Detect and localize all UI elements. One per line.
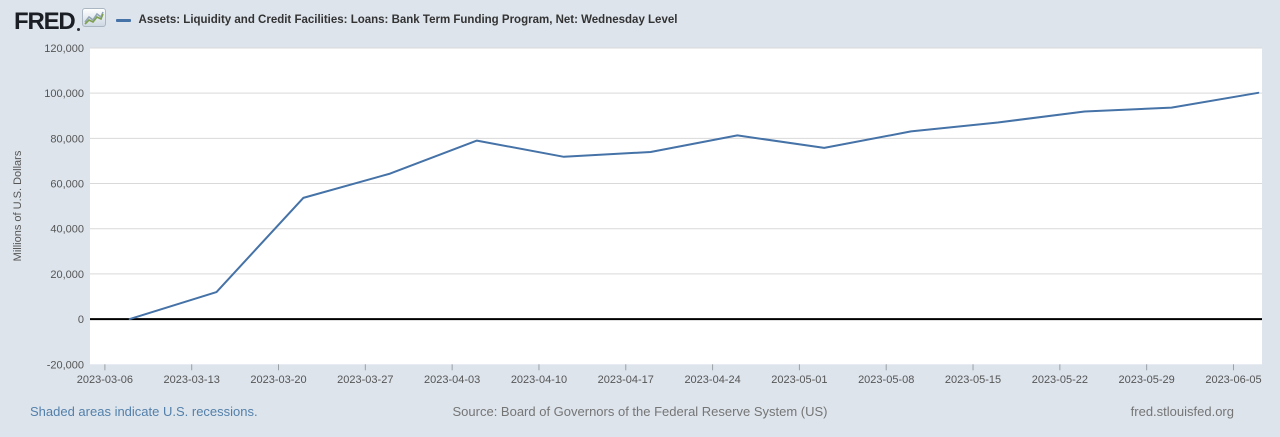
y-tick-label: 100,000 (44, 88, 84, 100)
fred-logo[interactable]: FRED (14, 7, 106, 35)
x-tick-label: 2023-05-29 (1119, 374, 1175, 386)
x-tick-label: 2023-05-15 (945, 374, 1001, 386)
x-tick-label: 2023-03-06 (77, 374, 133, 386)
x-tick-label: 2023-03-13 (164, 374, 220, 386)
x-tick-label: 2023-06-05 (1205, 374, 1261, 386)
plot-area[interactable] (90, 48, 1262, 365)
x-tick-label: 2023-05-22 (1032, 374, 1088, 386)
series-title: Assets: Liquidity and Credit Facilities:… (138, 14, 678, 26)
fred-wordmark-text: FRED (14, 7, 76, 35)
y-tick-label: 0 (78, 314, 84, 326)
registered-trademark-dot (76, 27, 80, 31)
y-axis-title: Millions of U.S. Dollars (12, 150, 24, 262)
recessions-note-link[interactable]: Shaded areas indicate U.S. recessions. (30, 404, 258, 419)
x-tick-label: 2023-05-01 (771, 374, 827, 386)
source-attribution: Source: Board of Governors of the Federa… (452, 404, 828, 419)
x-tick-label: 2023-04-17 (598, 374, 654, 386)
chart-header: FRED Assets: Liquidity and Credit Fa (0, 0, 1280, 40)
x-tick-label: 2023-04-10 (511, 374, 567, 386)
series-legend-line-icon (115, 18, 131, 22)
sparkline-chart-icon (81, 7, 106, 32)
y-tick-label: -20,000 (47, 359, 84, 371)
x-tick-label: 2023-03-27 (337, 374, 393, 386)
series-line (128, 91, 1260, 321)
y-tick-label: 20,000 (50, 269, 84, 281)
x-tick-label: 2023-04-24 (684, 374, 740, 386)
x-tick-label: 2023-05-08 (858, 374, 914, 386)
x-tick-label: 2023-04-03 (424, 374, 480, 386)
y-tick-label: 60,000 (50, 179, 84, 191)
y-tick-label: 80,000 (50, 133, 84, 145)
chart-footer: Shaded areas indicate U.S. recessions. S… (0, 404, 1280, 424)
x-tick-label: 2023-03-20 (250, 374, 306, 386)
fred-site-link[interactable]: fred.stlouisfed.org (1130, 404, 1234, 419)
y-tick-label: 40,000 (50, 224, 84, 236)
y-tick-label: 120,000 (44, 43, 84, 55)
